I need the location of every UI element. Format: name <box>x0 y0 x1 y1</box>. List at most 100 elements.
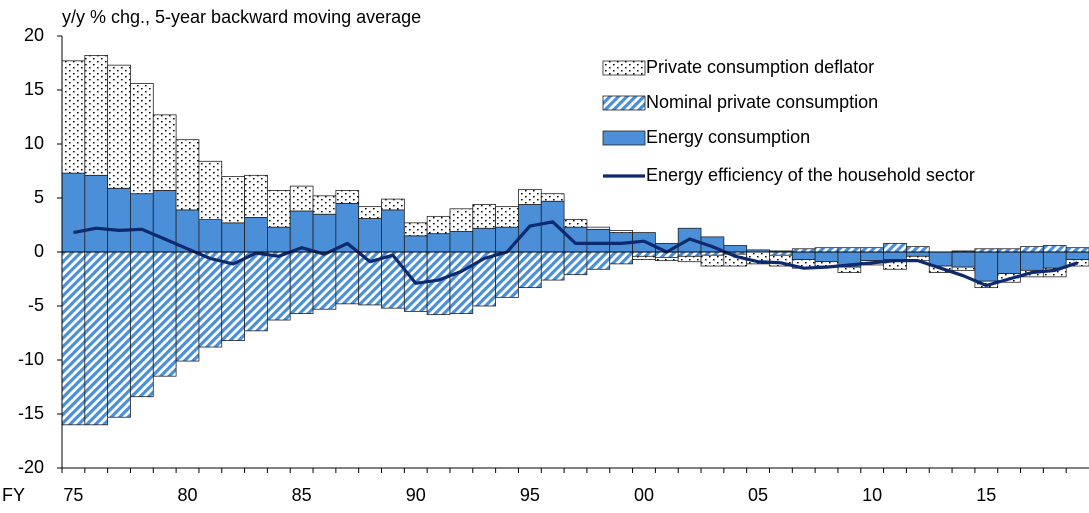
bar-segment <box>563 251 588 276</box>
bar-segment <box>791 251 816 260</box>
bar-segment <box>221 175 245 224</box>
bar-segment <box>677 251 702 257</box>
bar-segment <box>951 266 976 271</box>
bar-segment <box>495 251 519 298</box>
bar-segment <box>335 251 360 305</box>
y-tick-label: -20 <box>18 457 44 477</box>
bar-segment <box>700 254 725 267</box>
bar-segment <box>974 251 999 282</box>
bar-segment <box>814 247 839 253</box>
bar-segment <box>586 228 611 253</box>
bar-segment <box>198 251 223 348</box>
bar-segment <box>403 222 428 237</box>
bar-segment <box>951 251 976 268</box>
bar-segment <box>906 251 930 257</box>
bar-segment <box>472 227 497 253</box>
bar-segment <box>266 251 291 321</box>
bar-segment <box>244 251 268 332</box>
bar-segment <box>335 190 360 204</box>
bar-segment <box>130 251 154 398</box>
bar-segment <box>449 208 474 232</box>
bar-segment <box>563 226 588 253</box>
bar-segment <box>997 251 1021 275</box>
bar-segment <box>518 251 542 289</box>
bar-segment <box>381 198 405 211</box>
y-tick-label: 10 <box>24 133 44 153</box>
legend-swatch <box>602 60 646 76</box>
bar-segment <box>107 64 131 189</box>
x-tick-label: 80 <box>178 485 198 505</box>
legend-label: Nominal private consumption <box>646 92 878 112</box>
y-tick-label: 5 <box>34 187 44 207</box>
x-tick-label: 15 <box>976 485 996 505</box>
bar-segment <box>883 242 907 253</box>
bar-segment <box>632 255 656 260</box>
bar-segment <box>107 251 131 418</box>
y-tick-label: -15 <box>18 403 44 423</box>
bar-segment <box>495 206 519 228</box>
bar-segment <box>289 210 314 253</box>
bar-segment <box>244 217 268 253</box>
legend-label: Energy consumption <box>646 127 810 147</box>
x-axis-label: FY <box>2 485 25 505</box>
bar-segment <box>677 255 702 263</box>
bar-segment <box>472 204 497 229</box>
axis-title: y/y % chg., 5-year backward moving avera… <box>62 7 421 27</box>
bar-segment <box>61 60 86 174</box>
bar-segment <box>814 251 839 263</box>
bar-segment <box>221 222 245 253</box>
bar-segment <box>152 251 177 377</box>
bar-segment <box>289 251 314 314</box>
bar-segment <box>449 231 474 253</box>
bar-segment <box>84 174 109 253</box>
bar-segment <box>1042 245 1067 253</box>
bar-segment <box>130 83 154 195</box>
line-series <box>73 220 1079 288</box>
bar-segment <box>381 209 405 253</box>
y-tick-label: 20 <box>24 25 44 45</box>
y-tick-label: -5 <box>28 295 44 315</box>
bar-segment <box>1065 251 1089 260</box>
bar-segment <box>723 245 748 253</box>
bar-segment <box>426 251 451 316</box>
x-tick-label: 00 <box>634 485 654 505</box>
bar-segment <box>563 219 588 228</box>
x-tick-label: 85 <box>292 485 312 505</box>
bar-segment <box>609 229 633 233</box>
legend-label: Private consumption deflator <box>646 57 874 77</box>
bar-segment <box>540 193 565 202</box>
bar-segment <box>130 193 154 253</box>
y-tick-label: 0 <box>34 241 44 261</box>
bar-segment <box>312 213 337 253</box>
bar-segment <box>586 251 611 270</box>
bar-segment <box>540 200 565 253</box>
bar-segment <box>632 251 656 257</box>
bar-segment <box>198 219 223 253</box>
bar-segment <box>1042 251 1067 269</box>
bar-segment <box>289 185 314 212</box>
x-tick-label: 75 <box>63 485 83 505</box>
bar-segment <box>883 251 907 260</box>
x-tick-label: 05 <box>748 485 768 505</box>
bar-segment <box>198 160 223 220</box>
bar-segment <box>266 226 291 253</box>
y-tick-label: -10 <box>18 349 44 369</box>
bar-segment <box>426 215 451 235</box>
bar-segment <box>107 187 131 253</box>
bar-segment <box>540 251 565 281</box>
y-tick-label: 15 <box>24 79 44 99</box>
bar-segment <box>244 174 268 218</box>
bar-segment <box>61 172 86 253</box>
bar-segment <box>403 235 428 253</box>
bar-segment <box>175 251 200 362</box>
bar-segment <box>860 251 884 262</box>
bar-segment <box>312 251 337 310</box>
bar-segment <box>906 246 930 253</box>
bar-segment <box>1020 246 1044 253</box>
bar-segment <box>84 55 109 176</box>
legend-swatch <box>602 95 646 111</box>
bar-segment <box>175 139 200 211</box>
bar-segment <box>61 251 86 426</box>
bar-segment <box>381 251 405 309</box>
